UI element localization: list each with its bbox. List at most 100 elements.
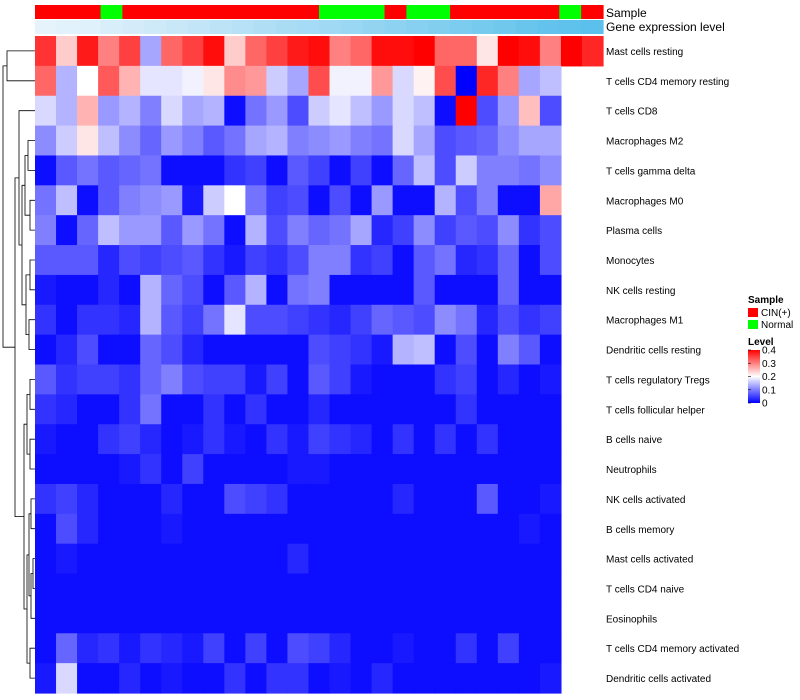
heatmap-cell (308, 573, 331, 605)
heatmap-cell (455, 633, 478, 664)
heatmap-cell (455, 543, 478, 575)
heatmap-cell (98, 483, 120, 515)
heatmap-cell (518, 603, 541, 634)
dendrogram-branch (29, 438, 35, 470)
heatmap-cell (518, 424, 541, 455)
heatmap-cell (476, 454, 499, 485)
heatmap-cell (539, 215, 562, 246)
heatmap-cell (413, 364, 436, 395)
heatmap-cell (455, 155, 478, 186)
heatmap-cell (476, 424, 499, 455)
heatmap-cell (413, 424, 436, 455)
gene-expression-annotation-cell (166, 20, 189, 34)
heatmap-cell (308, 274, 331, 306)
heatmap-cell (182, 513, 204, 545)
heatmap-cell (77, 513, 99, 545)
sample-annotation-cell (78, 5, 102, 19)
heatmap-cell (518, 334, 541, 366)
heatmap-cell (518, 36, 541, 67)
heatmap-cell (161, 454, 183, 485)
heatmap-cell (140, 573, 162, 605)
heatmap-cell (287, 633, 310, 664)
row-label: T cells regulatory Tregs (606, 375, 710, 386)
heatmap-cell (161, 483, 183, 515)
heatmap-cell (371, 245, 394, 276)
heatmap-cell (98, 95, 120, 127)
heatmap-cell (434, 603, 457, 634)
heatmap-cell (287, 185, 310, 216)
heatmap-cell (266, 274, 289, 306)
heatmap-cells (35, 36, 604, 694)
heatmap-cell (329, 245, 352, 276)
heatmap-cell (350, 663, 373, 694)
heatmap-cell (245, 663, 268, 694)
heatmap-cell (245, 215, 268, 246)
heatmap-cell (539, 274, 562, 306)
heatmap-cell (35, 483, 57, 515)
heatmap-cell (350, 424, 373, 455)
heatmap-cell (77, 663, 99, 694)
dendrogram-branch (26, 394, 30, 455)
heatmap-cell (161, 364, 183, 395)
row-label: Plasma cells (606, 226, 662, 237)
heatmap-cell (98, 36, 120, 67)
legend-level-tick-label: 0 (762, 399, 768, 410)
heatmap-cell (350, 454, 373, 485)
heatmap-cell (266, 185, 289, 216)
heatmap-cell (539, 155, 562, 186)
heatmap-cell (329, 215, 352, 246)
gene-expression-track-label: Gene expression level (606, 20, 725, 34)
heatmap-cell (35, 573, 57, 605)
heatmap-cell (497, 245, 520, 276)
heatmap-cell (308, 424, 331, 455)
heatmap-cell (329, 185, 352, 216)
heatmap-cell (497, 513, 520, 545)
heatmap-cell (224, 543, 246, 575)
heatmap-cell (413, 185, 436, 216)
heatmap-cell (434, 543, 457, 575)
heatmap-cell (539, 663, 562, 694)
heatmap-cell (518, 364, 541, 395)
heatmap-cell (455, 603, 478, 634)
heatmap-cell (371, 125, 394, 157)
heatmap-cell (434, 125, 457, 157)
heatmap-cell (35, 513, 57, 545)
heatmap-cell (413, 274, 436, 306)
heatmap-cell (182, 65, 204, 97)
heatmap-cell (308, 364, 331, 395)
heatmap-cell (476, 543, 499, 575)
heatmap-cell (224, 155, 246, 186)
sample-annotation-cell (35, 5, 58, 19)
heatmap-cell (455, 95, 478, 127)
heatmap-cell (476, 663, 499, 694)
heatmap-cell (119, 543, 141, 575)
heatmap-cell (77, 304, 99, 336)
heatmap-cell (308, 36, 331, 67)
heatmap-cell (203, 274, 225, 306)
heatmap-cell (98, 543, 120, 575)
legend-level-tick-label: 0.2 (762, 372, 776, 383)
heatmap-cell (476, 603, 499, 634)
gene-expression-annotation-cell (231, 20, 255, 34)
heatmap-cell (413, 633, 436, 664)
heatmap-cell (434, 245, 457, 276)
heatmap-cell (182, 334, 204, 366)
heatmap-cell (98, 125, 120, 157)
heatmap-cell (476, 155, 499, 186)
heatmap-cell (287, 513, 310, 545)
heatmap-cell (497, 155, 520, 186)
heatmap-cell (497, 274, 520, 306)
heatmap-cell (161, 185, 183, 216)
dendrogram-branch (29, 379, 35, 410)
heatmap-cell (392, 394, 415, 425)
heatmap-cell (476, 573, 499, 605)
heatmap-cell (56, 334, 78, 366)
heatmap-cell (119, 663, 141, 694)
heatmap-cell (434, 424, 457, 455)
heatmap-cell (455, 513, 478, 545)
heatmap-cell (77, 543, 99, 575)
heatmap-cell (203, 633, 225, 664)
heatmap-cell (203, 364, 225, 395)
heatmap-cell (434, 304, 457, 336)
heatmap-cell (539, 573, 562, 605)
